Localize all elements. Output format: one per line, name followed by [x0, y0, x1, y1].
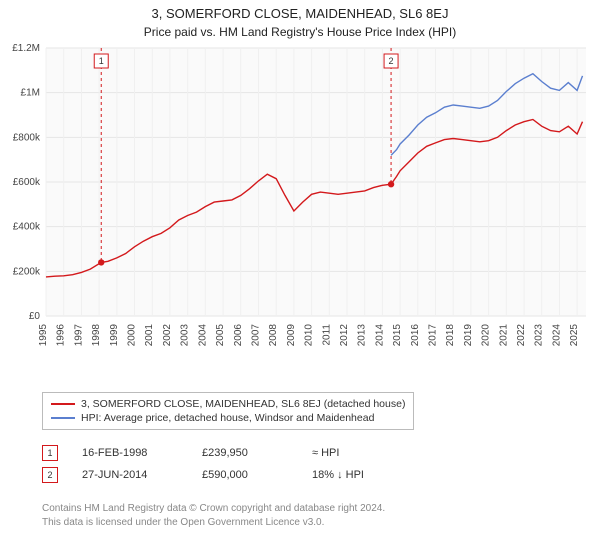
sale-price: £590,000 [202, 469, 312, 481]
legend-item: 3, SOMERFORD CLOSE, MAIDENHEAD, SL6 8EJ … [51, 397, 405, 411]
sale-row: 1 16-FEB-1998 £239,950 ≈ HPI [42, 442, 364, 464]
svg-text:2015: 2015 [392, 324, 403, 347]
footer-line: This data is licensed under the Open Gov… [42, 516, 588, 530]
legend-item: HPI: Average price, detached house, Wind… [51, 411, 405, 425]
svg-text:£1M: £1M [21, 88, 40, 99]
svg-text:2019: 2019 [463, 324, 474, 347]
svg-text:2005: 2005 [215, 324, 226, 347]
sale-date: 27-JUN-2014 [82, 469, 202, 481]
svg-text:2010: 2010 [304, 324, 315, 347]
svg-text:£1.2M: £1.2M [12, 44, 40, 54]
svg-text:2008: 2008 [268, 324, 279, 347]
svg-text:2023: 2023 [534, 324, 545, 347]
sale-marker-label: 1 [47, 448, 52, 458]
svg-text:2012: 2012 [339, 324, 350, 347]
sale-marker-label: 2 [47, 470, 52, 480]
sale-row: 2 27-JUN-2014 £590,000 18% ↓ HPI [42, 464, 364, 486]
svg-text:2014: 2014 [374, 324, 385, 347]
svg-text:2017: 2017 [428, 324, 439, 347]
legend-swatch [51, 417, 75, 419]
svg-text:1: 1 [99, 56, 104, 66]
svg-text:1995: 1995 [38, 324, 49, 347]
chart-container: 3, SOMERFORD CLOSE, MAIDENHEAD, SL6 8EJ … [0, 0, 600, 560]
sale-diff: 18% ↓ HPI [312, 469, 364, 481]
chart-area: £0 £200k £400k £600k £800k £1M £1.2M 1995 1996 19… [0, 44, 600, 384]
svg-text:£400k: £400k [13, 222, 41, 233]
sale-diff: ≈ HPI [312, 447, 339, 459]
svg-text:2009: 2009 [286, 324, 297, 347]
sale-marker-icon: 1 [42, 445, 58, 461]
legend-label: HPI: Average price, detached house, Wind… [81, 412, 374, 424]
svg-text:£200k: £200k [13, 266, 41, 277]
svg-text:2004: 2004 [197, 324, 208, 347]
svg-text:2021: 2021 [498, 324, 509, 347]
svg-text:1999: 1999 [109, 324, 120, 347]
footer-line: Contains HM Land Registry data © Crown c… [42, 502, 588, 516]
svg-text:2013: 2013 [357, 324, 368, 347]
svg-text:2025: 2025 [569, 324, 580, 347]
footer-note: Contains HM Land Registry data © Crown c… [42, 502, 588, 529]
sales-table: 1 16-FEB-1998 £239,950 ≈ HPI 2 27-JUN-20… [42, 442, 364, 486]
svg-text:2000: 2000 [127, 324, 138, 347]
svg-text:2002: 2002 [162, 324, 173, 347]
svg-text:2011: 2011 [321, 324, 332, 346]
chart-title: 3, SOMERFORD CLOSE, MAIDENHEAD, SL6 8EJ [0, 0, 600, 21]
svg-text:1998: 1998 [91, 324, 102, 347]
svg-text:2007: 2007 [250, 324, 261, 347]
svg-text:2022: 2022 [516, 324, 527, 347]
sale-date: 16-FEB-1998 [82, 447, 202, 459]
legend-swatch [51, 403, 75, 405]
chart-subtitle: Price paid vs. HM Land Registry's House … [0, 21, 600, 39]
legend: 3, SOMERFORD CLOSE, MAIDENHEAD, SL6 8EJ … [42, 392, 414, 430]
svg-text:£600k: £600k [13, 177, 41, 188]
svg-text:2024: 2024 [551, 324, 562, 347]
legend-label: 3, SOMERFORD CLOSE, MAIDENHEAD, SL6 8EJ … [81, 398, 405, 410]
svg-text:2003: 2003 [180, 324, 191, 347]
svg-text:£800k: £800k [13, 132, 41, 143]
svg-text:2006: 2006 [233, 324, 244, 347]
svg-text:£0: £0 [29, 311, 41, 322]
svg-text:2016: 2016 [410, 324, 421, 347]
chart-svg: £0 £200k £400k £600k £800k £1M £1.2M 1995 1996 19… [0, 44, 600, 384]
sale-marker-icon: 2 [42, 467, 58, 483]
svg-text:2020: 2020 [481, 324, 492, 347]
svg-text:1997: 1997 [73, 324, 84, 347]
svg-text:2001: 2001 [144, 324, 155, 347]
sale-price: £239,950 [202, 447, 312, 459]
svg-text:2018: 2018 [445, 324, 456, 347]
svg-text:2: 2 [389, 56, 394, 66]
svg-text:1996: 1996 [56, 324, 67, 347]
